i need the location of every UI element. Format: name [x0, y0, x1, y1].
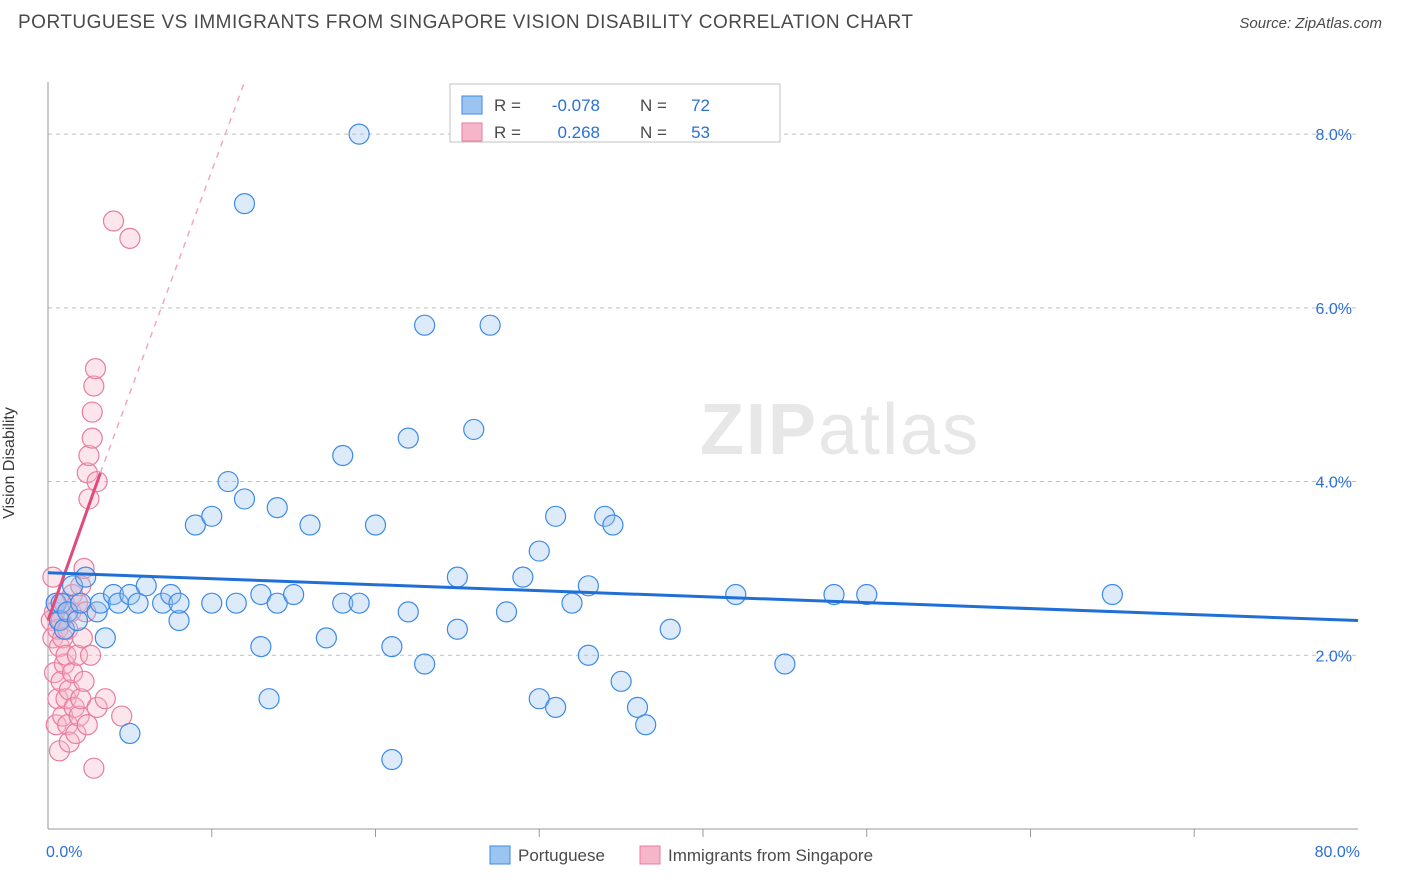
- data-point: [382, 750, 402, 770]
- data-point: [316, 628, 336, 648]
- data-point: [202, 593, 222, 613]
- legend-swatch: [462, 123, 482, 141]
- data-point: [398, 602, 418, 622]
- data-point: [136, 576, 156, 596]
- legend-n-label: N =: [640, 96, 667, 115]
- chart-title: PORTUGUESE VS IMMIGRANTS FROM SINGAPORE …: [18, 12, 913, 34]
- data-point: [603, 515, 623, 535]
- legend-n-value: 72: [691, 96, 710, 115]
- data-point: [235, 489, 255, 509]
- chart-area: Vision Disability 2.0% 4.0% 6.0% 8.0% ZIPatl…: [0, 34, 1406, 874]
- y-tick-label: 4.0%: [1316, 475, 1352, 492]
- y-tick-label: 2.0%: [1316, 648, 1352, 665]
- data-point: [546, 697, 566, 717]
- data-point: [447, 619, 467, 639]
- y-tick-label: 8.0%: [1316, 127, 1352, 144]
- data-point: [218, 472, 238, 492]
- data-point: [447, 567, 467, 587]
- svg-text:ZIPatlas: ZIPatlas: [700, 390, 980, 470]
- data-point: [726, 584, 746, 604]
- legend-swatch: [462, 96, 482, 114]
- data-point: [333, 446, 353, 466]
- data-point: [79, 446, 99, 466]
- data-point: [636, 715, 656, 735]
- legend-r-label: R =: [494, 96, 521, 115]
- legend-label: Portuguese: [518, 846, 605, 865]
- source-name: ZipAtlas.com: [1295, 15, 1382, 32]
- data-point: [1102, 584, 1122, 604]
- correlation-legend: R = -0.078 N = 72 R = 0.268 N = 53: [450, 84, 780, 142]
- data-point: [267, 498, 287, 518]
- series-legend: Portuguese Immigrants from Singapore: [490, 846, 873, 865]
- data-point: [235, 194, 255, 214]
- data-point: [251, 637, 271, 657]
- data-point: [120, 723, 140, 743]
- legend-r-label: R =: [494, 123, 521, 142]
- source-prefix: Source:: [1239, 15, 1295, 32]
- data-point: [95, 689, 115, 709]
- data-point: [169, 593, 189, 613]
- data-point: [611, 671, 631, 691]
- y-axis-label: Vision Disability: [1, 407, 19, 519]
- data-point: [497, 602, 517, 622]
- data-point: [104, 211, 124, 231]
- data-point: [349, 593, 369, 613]
- data-point: [82, 402, 102, 422]
- x-tick-label: 0.0%: [46, 844, 82, 861]
- data-point: [366, 515, 386, 535]
- trend-line-singapore-extrapolated: [100, 82, 244, 473]
- data-point: [82, 428, 102, 448]
- data-point: [76, 567, 96, 587]
- data-point: [562, 593, 582, 613]
- data-point: [546, 506, 566, 526]
- data-point: [259, 689, 279, 709]
- data-point: [77, 715, 97, 735]
- data-point: [660, 619, 680, 639]
- x-tick-label: 80.0%: [1315, 844, 1360, 861]
- data-point: [300, 515, 320, 535]
- legend-r-value: -0.078: [552, 96, 600, 115]
- series-immigrants-from-singapore: [41, 211, 140, 778]
- header: PORTUGUESE VS IMMIGRANTS FROM SINGAPORE …: [0, 0, 1406, 34]
- data-point: [398, 428, 418, 448]
- watermark: ZIPatlas: [700, 390, 980, 470]
- legend-r-value: 0.268: [557, 123, 600, 142]
- data-point: [415, 315, 435, 335]
- data-point: [120, 228, 140, 248]
- data-point: [85, 359, 105, 379]
- legend-label: Immigrants from Singapore: [668, 846, 873, 865]
- legend-n-value: 53: [691, 123, 710, 142]
- legend-n-label: N =: [640, 123, 667, 142]
- scatter-chart: 2.0% 4.0% 6.0% 8.0% ZIPatlas 0.0% 80.0% R = -0.0…: [0, 34, 1406, 874]
- data-point: [513, 567, 533, 587]
- legend-swatch: [490, 846, 510, 864]
- data-point: [284, 584, 304, 604]
- data-point: [349, 124, 369, 144]
- data-point: [464, 419, 484, 439]
- data-point: [95, 628, 115, 648]
- data-point: [67, 611, 87, 631]
- data-point: [529, 541, 549, 561]
- legend-swatch: [640, 846, 660, 864]
- data-point: [84, 758, 104, 778]
- data-point: [415, 654, 435, 674]
- y-tick-label: 6.0%: [1316, 301, 1352, 318]
- source-credit: Source: ZipAtlas.com: [1239, 15, 1382, 32]
- data-point: [480, 315, 500, 335]
- data-point: [202, 506, 222, 526]
- data-point: [81, 645, 101, 665]
- data-point: [74, 671, 94, 691]
- data-point: [382, 637, 402, 657]
- data-point: [775, 654, 795, 674]
- data-point: [578, 645, 598, 665]
- data-point: [226, 593, 246, 613]
